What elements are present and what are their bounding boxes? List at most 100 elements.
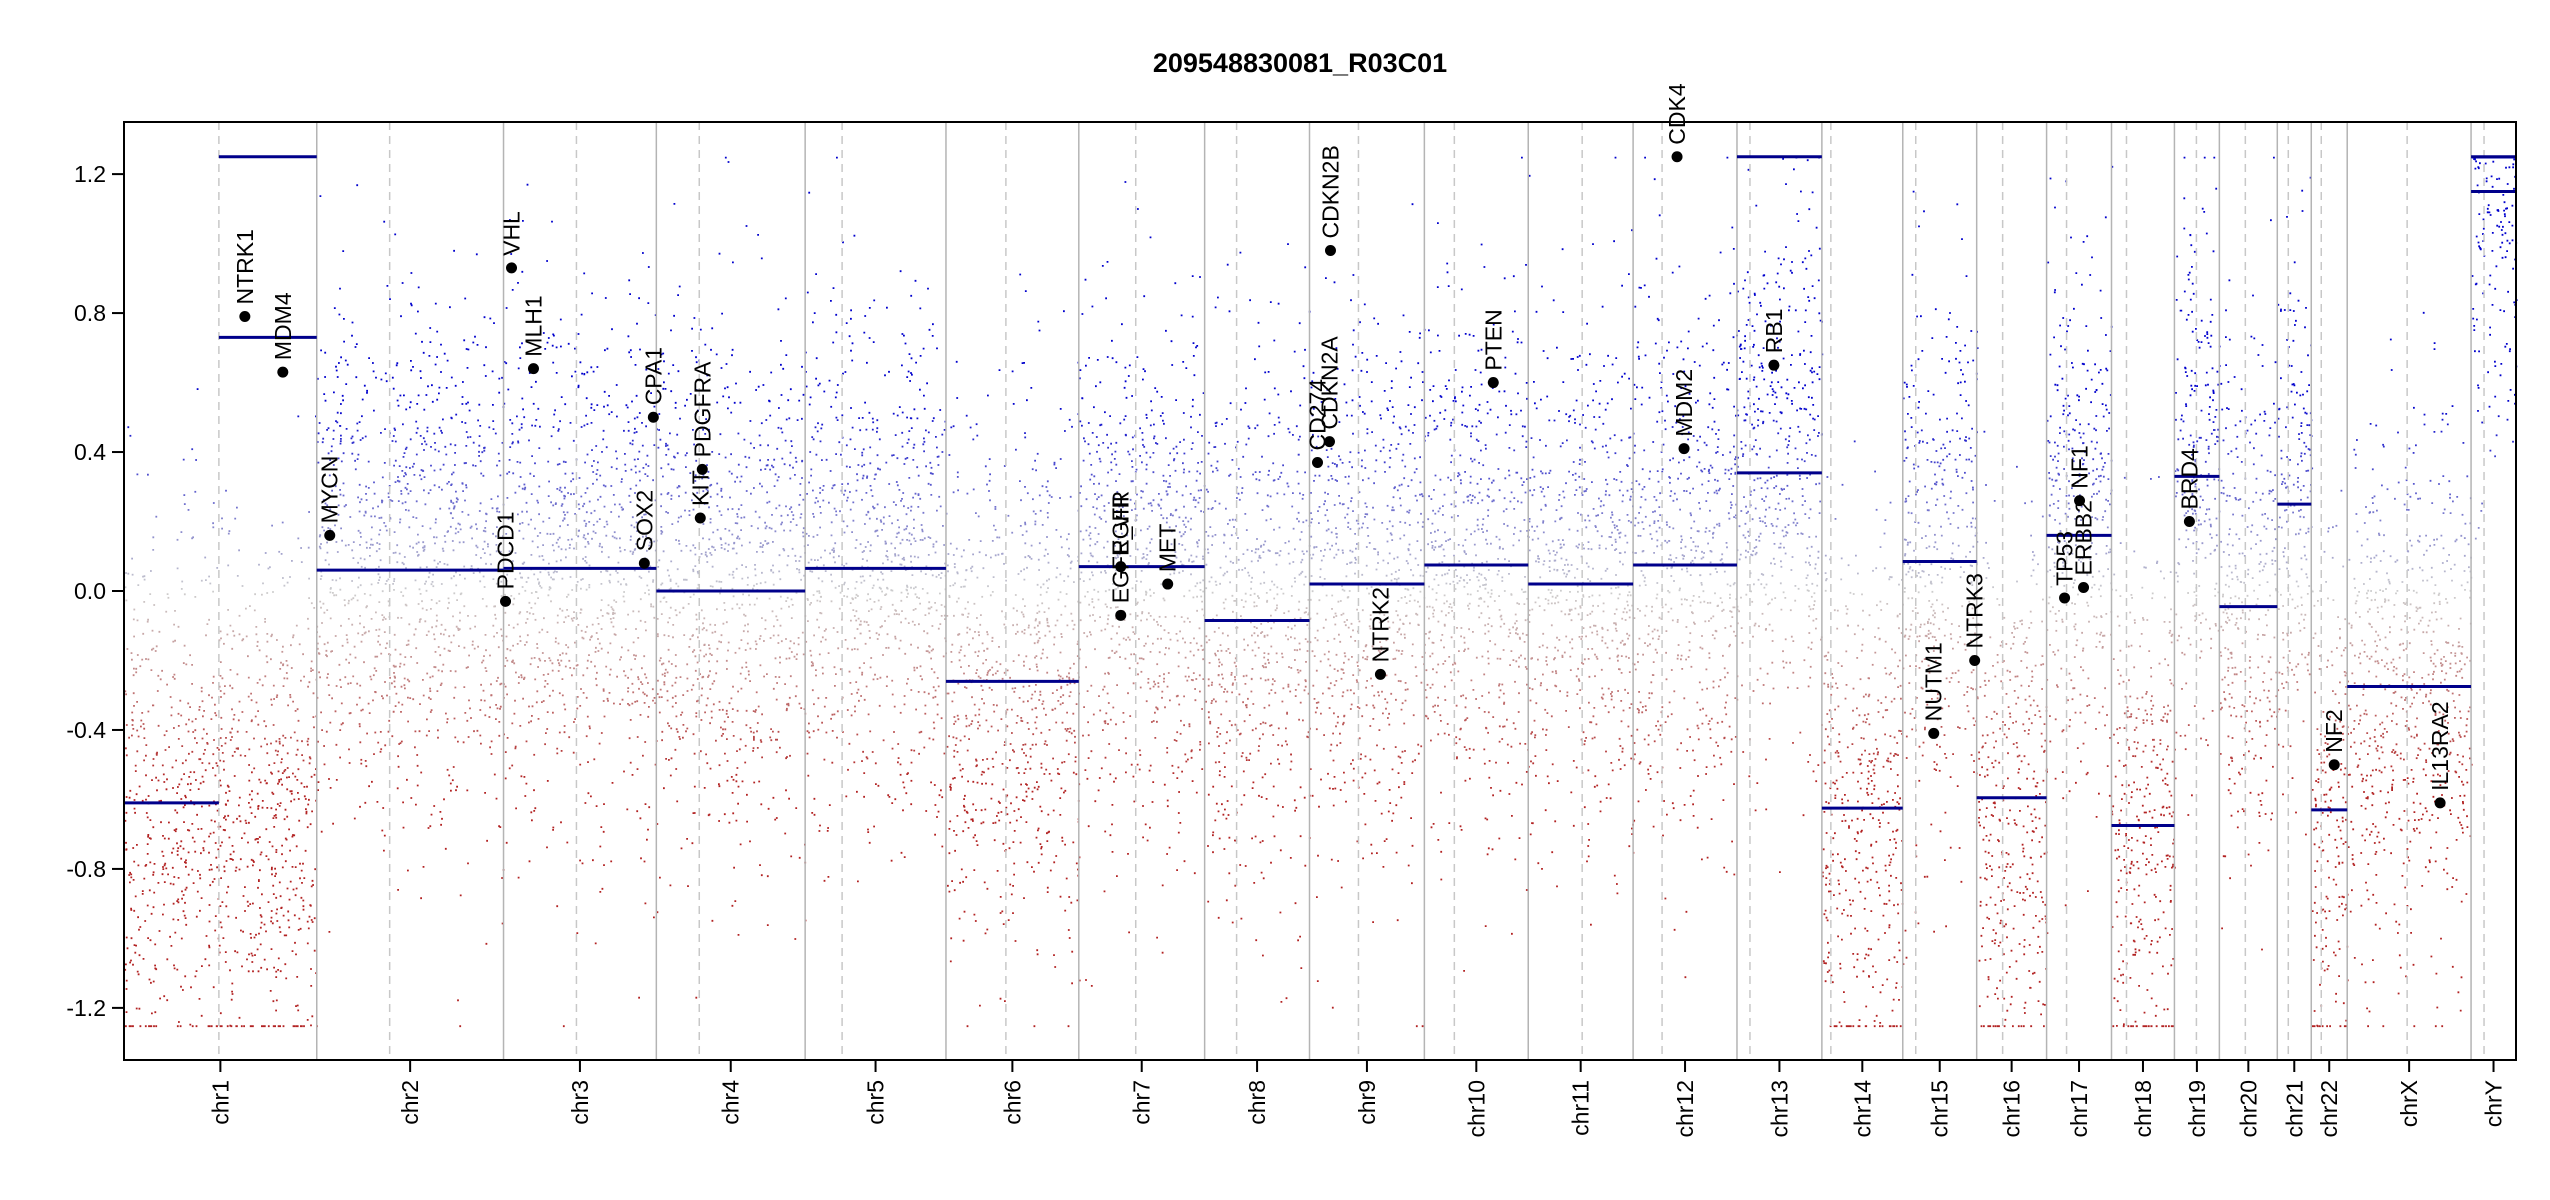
probe-points xyxy=(1214,422,1217,425)
probe-points xyxy=(1177,766,1180,769)
probe-points xyxy=(2282,551,2285,553)
probe-points xyxy=(1837,662,1840,664)
probe-points xyxy=(201,775,313,778)
probe-points xyxy=(1228,474,1230,477)
probe-points xyxy=(1905,457,1908,459)
probe-points xyxy=(1124,657,1141,660)
probe-points xyxy=(1754,622,1757,625)
probe-points xyxy=(155,515,158,518)
probe-points xyxy=(1269,588,1272,591)
probe-points xyxy=(1432,668,1528,671)
probe-points xyxy=(1125,638,1172,641)
probe-points xyxy=(1339,742,1342,744)
probe-points xyxy=(1336,464,1338,466)
probe-points xyxy=(2273,402,2275,405)
probe-points xyxy=(837,646,919,650)
probe-points xyxy=(2106,714,2108,716)
probe-points xyxy=(2271,559,2274,562)
probe-points xyxy=(1692,595,1701,598)
probe-points xyxy=(1522,481,1525,483)
probe-points xyxy=(2016,465,2018,468)
probe-points xyxy=(723,720,734,723)
probe-points xyxy=(2055,629,2058,632)
probe-points xyxy=(1468,757,1471,759)
probe-points xyxy=(806,752,946,755)
probe-points xyxy=(2152,704,2169,707)
probe-points xyxy=(1808,615,1810,618)
probe-points xyxy=(970,567,1072,570)
probe-points xyxy=(541,652,568,655)
probe-points xyxy=(1623,643,1626,646)
probe-points xyxy=(131,557,133,560)
probe-cloud-chr7 xyxy=(1078,181,1206,987)
probe-points xyxy=(2282,605,2299,608)
probe-points xyxy=(457,522,460,525)
probe-points xyxy=(1982,557,1985,559)
probe-points xyxy=(2283,477,2286,480)
probe-points xyxy=(675,676,678,679)
probe-points xyxy=(2231,544,2234,547)
probe-points xyxy=(1356,706,1359,708)
probe-points xyxy=(558,489,561,492)
probe-points xyxy=(1021,534,1024,536)
probe-points xyxy=(152,549,240,552)
probe-points xyxy=(1656,545,1699,548)
probe-points xyxy=(585,735,588,738)
probe-points xyxy=(1021,748,1023,751)
probe-points xyxy=(1100,629,1103,632)
probe-points xyxy=(2249,609,2251,612)
probe-points xyxy=(2216,544,2218,547)
probe-points xyxy=(221,517,237,520)
probe-points xyxy=(1648,625,1732,628)
probe-points xyxy=(1957,544,1960,547)
probe-points xyxy=(698,555,802,558)
probe-points xyxy=(1823,761,1872,764)
probe-points xyxy=(1734,463,1736,466)
probe-points xyxy=(2082,647,2085,650)
probe-points xyxy=(1466,495,1490,498)
probe-points xyxy=(1825,578,1891,581)
probe-points xyxy=(1874,738,1877,741)
probe-points xyxy=(2046,419,2077,422)
probe-points xyxy=(1180,535,1183,538)
probe-points xyxy=(559,420,561,423)
probe-points xyxy=(693,752,726,756)
probe-points xyxy=(1810,595,1813,598)
probe-points xyxy=(808,736,838,739)
probe-points xyxy=(2222,593,2224,596)
probe-points xyxy=(1911,708,1914,710)
probe-cloud-chr22 xyxy=(2311,489,2349,1028)
probe-points xyxy=(716,528,719,531)
probe-points xyxy=(1268,704,1271,707)
probe-points xyxy=(2232,472,2235,475)
probe-points xyxy=(1444,573,1510,576)
probe-points xyxy=(2259,725,2262,728)
probe-points xyxy=(1836,627,1864,631)
probe-points xyxy=(684,404,686,407)
probe-points xyxy=(965,414,968,417)
probe-points xyxy=(940,717,943,720)
probe-points xyxy=(398,465,477,467)
probe-points xyxy=(988,490,1049,493)
probe-points xyxy=(836,710,856,713)
probe-points xyxy=(317,461,320,464)
probe-points xyxy=(1557,649,1559,652)
probe-points xyxy=(176,538,179,541)
probe-points xyxy=(2126,706,2165,709)
probe-points xyxy=(2326,743,2329,745)
probe-points xyxy=(181,580,184,583)
probe-points xyxy=(2035,583,2038,586)
probe-points xyxy=(703,502,708,505)
probe-points xyxy=(1601,639,1624,642)
probe-points xyxy=(1545,749,1548,751)
probe-points xyxy=(1830,693,1871,696)
probe-points xyxy=(1518,665,1527,668)
probe-points xyxy=(2247,568,2250,571)
probe-points xyxy=(180,588,183,590)
probe-points xyxy=(1210,575,1307,579)
probe-points xyxy=(2226,574,2229,577)
probe-points xyxy=(570,480,572,483)
probe-points xyxy=(330,449,486,453)
probe-points xyxy=(2192,449,2194,451)
probe-points xyxy=(1219,770,1221,773)
